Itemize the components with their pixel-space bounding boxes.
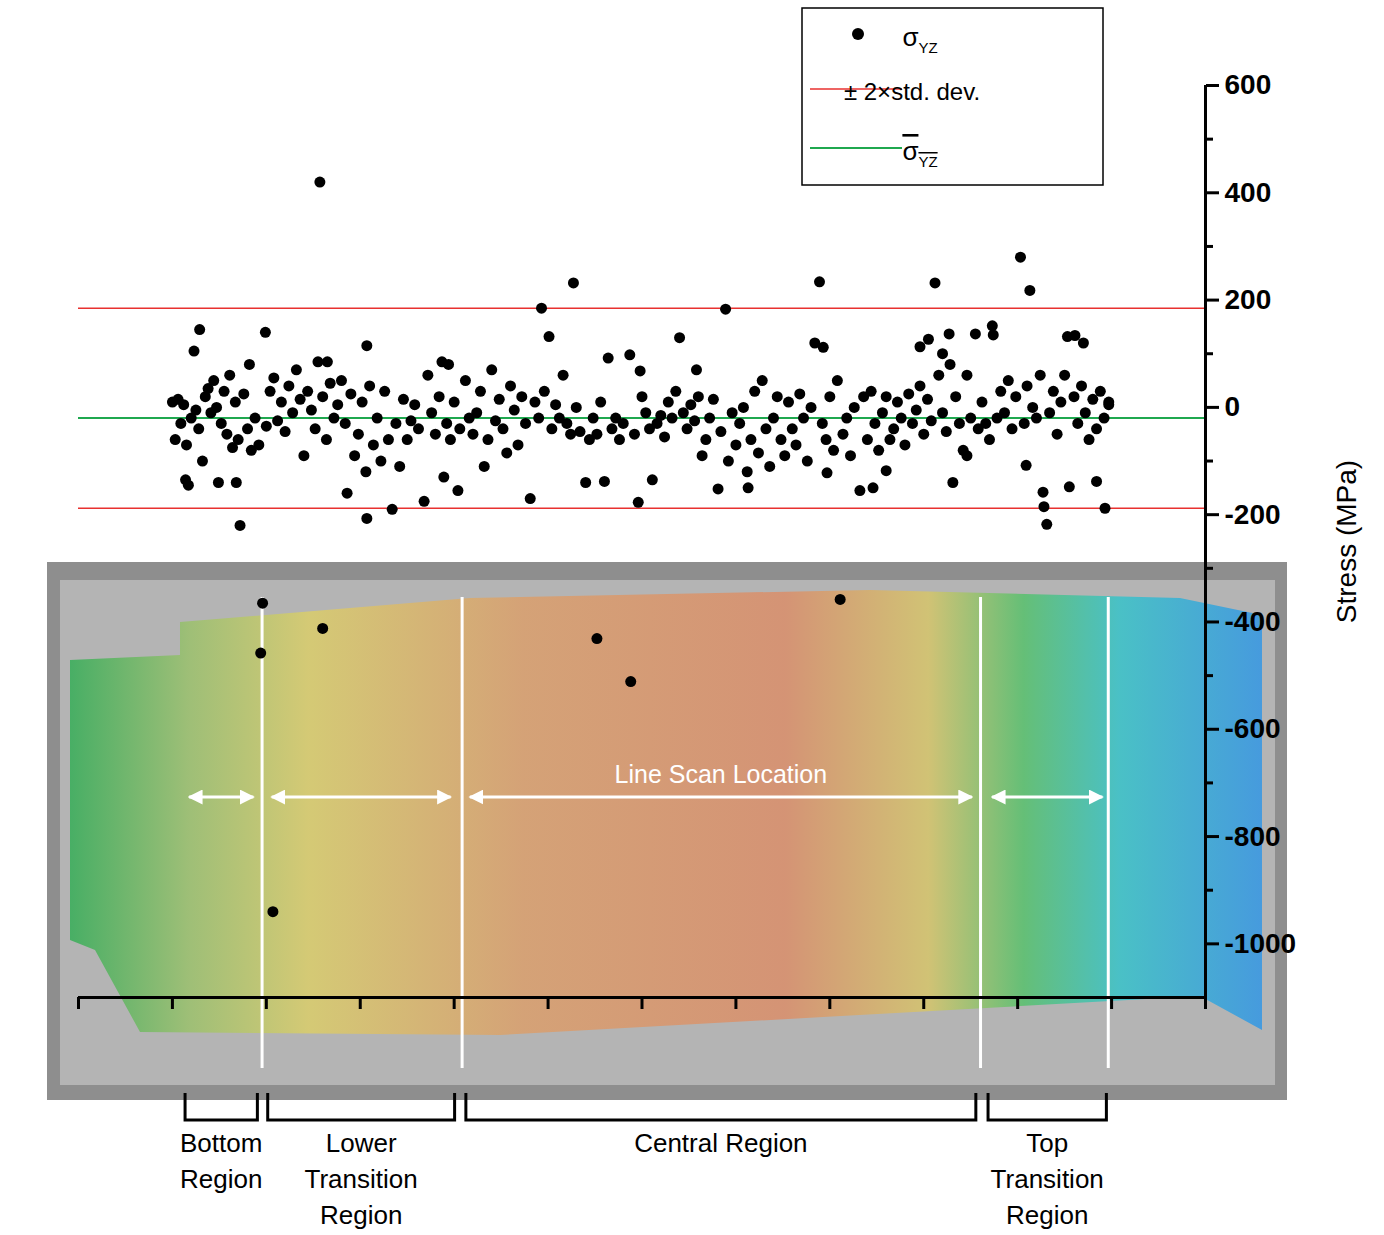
svg-text:-400: -400 [1225,606,1281,637]
svg-text:σYZ: σYZ [902,22,937,56]
svg-text:Central Region: Central Region [634,1128,807,1158]
svg-text:LowerTransitionRegion: LowerTransitionRegion [305,1128,418,1230]
svg-text:400: 400 [1225,177,1272,208]
svg-text:-200: -200 [1225,499,1281,530]
svg-text:σYZ: σYZ [902,136,937,170]
svg-text:-800: -800 [1225,821,1281,852]
svg-text:-1000: -1000 [1225,928,1297,959]
svg-text:± 2×std. dev.: ± 2×std. dev. [844,78,980,105]
svg-text:600: 600 [1225,69,1272,100]
svg-text:BottomRegion: BottomRegion [180,1128,262,1194]
svg-text:200: 200 [1225,284,1272,315]
svg-text:-600: -600 [1225,713,1281,744]
svg-text:0: 0 [1225,391,1241,422]
svg-text:Stress (MPa): Stress (MPa) [1331,460,1362,623]
svg-text:Line Scan Location: Line Scan Location [615,760,828,788]
svg-text:TopTransitionRegion: TopTransitionRegion [991,1128,1104,1230]
